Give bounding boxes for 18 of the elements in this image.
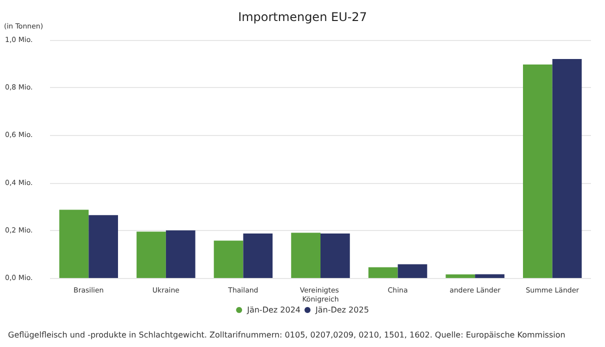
bar [522,64,552,278]
chart-title: Importmengen EU-27 [238,10,367,24]
bar [136,232,166,278]
bar [320,233,350,278]
bar [59,210,89,278]
bar [552,59,582,278]
bar [398,264,428,278]
bar [446,274,476,278]
bar [214,240,244,278]
bar [243,233,273,278]
legend-label: Jän-Dez 2025 [314,306,369,314]
legend-label: Jän-Dez 2024 [246,306,301,314]
bar [166,230,196,278]
bar [291,232,320,278]
bar [368,267,398,278]
bar [475,274,504,278]
bar [88,215,118,278]
text: Geflügelfleisch und -produkte in Schlachtgewicht. Zolltarifnummern: 0105, 0207,0209, 0210, 1501, 1602. Quelle: Europäische Kommission [8,330,566,340]
